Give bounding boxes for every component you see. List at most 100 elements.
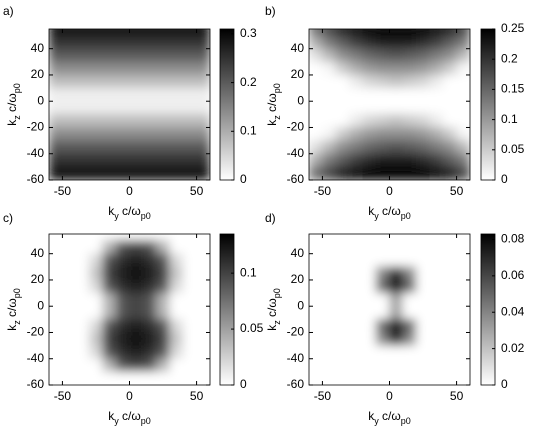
heatmap-cell [402,319,417,333]
heatmap-cell [142,153,157,168]
heatmap-cell [402,305,417,320]
y-tick-label: 0 [37,93,44,107]
heatmap-cell [402,240,417,254]
heatmap-cell [129,29,144,36]
heatmap-cell [309,140,323,155]
heatmap-cell [309,319,323,333]
heatmap-cell [442,319,457,333]
heatmap-cell [196,100,210,115]
heatmap-cell [156,371,171,385]
heatmap-cell [429,153,444,168]
heatmap-cell [142,234,157,241]
heatmap-cell [88,140,103,155]
heatmap-cell [156,266,171,281]
heatmap-cell [416,74,431,89]
heatmap-cell [115,48,130,63]
heatmap-cell [402,100,417,115]
heatmap-cell [362,279,377,294]
colorbar-tick-label: 0.1 [501,112,518,126]
heatmap-cell [88,266,103,281]
heatmap [49,234,210,385]
heatmap-cell [196,234,210,241]
heatmap-cell [75,35,90,49]
heatmap-cell [156,279,171,294]
heatmap-cell [156,240,171,254]
heatmap-cell [362,29,377,36]
heatmap-cell [88,371,103,385]
heatmap-cell [169,279,184,294]
colorbar [480,233,496,386]
heatmap-cell [62,266,77,281]
heatmap-cell [442,100,457,115]
heatmap-cell [196,35,210,49]
heatmap-cell [142,166,157,180]
heatmap-cell [142,345,157,360]
heatmap-cell [348,153,363,168]
heatmap-cell [142,266,157,281]
heatmap-cell [49,279,63,294]
heatmap-cell [335,29,350,36]
heatmap-cell [442,127,457,141]
heatmap-cell [416,153,431,168]
heatmap-cell [75,240,90,254]
heatmap-cell [375,100,390,115]
heatmap-cell [335,371,350,385]
heatmap-cell [156,234,171,241]
colorbar-tick-label: 0.08 [501,232,525,246]
heatmap-cell [156,319,171,333]
heatmap-cell [169,127,184,141]
heatmap-cell [169,319,184,333]
heatmap-cell [416,292,431,307]
heatmap-cell [402,166,417,180]
heatmap-cell [75,29,90,36]
axis-label: kz c/ωp0 [5,83,22,126]
heatmap-cell [335,305,350,320]
heatmap-cell [362,266,377,281]
heatmap-cell [115,29,130,36]
heatmap-cell [142,319,157,333]
heatmap-cell [309,114,323,128]
heatmap-cell [142,48,157,63]
heatmap-cell [402,234,417,241]
heatmap-cell [456,61,470,76]
heatmap-cell [102,114,117,128]
heatmap-cell [196,345,210,360]
heatmap-cell [416,358,431,373]
heatmap-cell [362,305,377,320]
heatmap-cell [335,127,350,141]
heatmap-cell [75,48,90,63]
y-tick-label: 0 [297,93,304,107]
heatmap-cell [442,153,457,168]
heatmap-cell [309,345,323,360]
colorbar-tick-label: 0.05 [501,142,525,156]
colorbar [219,233,235,386]
heatmap-cell [309,48,323,63]
heatmap-cell [196,332,210,346]
y-tick-label: -60 [287,172,305,186]
colorbar-tick-label: 0.04 [501,304,525,318]
heatmap-cell [182,371,197,385]
heatmap [49,29,210,180]
heatmap-cell [142,279,157,294]
heatmap-cell [335,87,350,102]
heatmap-cell [182,319,197,333]
x-tick-label: 50 [190,184,204,198]
heatmap-cell [402,61,417,76]
heatmap-cell [456,266,470,281]
heatmap-cell [402,74,417,89]
colorbar-tick-label: 0.06 [501,268,525,282]
heatmap-cell [389,279,404,294]
heatmap-cell [102,166,117,180]
heatmap-cell [362,100,377,115]
heatmap-cell [322,371,337,385]
heatmap-cell [402,371,417,385]
heatmap-cell [129,153,144,168]
heatmap-cell [416,234,431,241]
heatmap-cell [62,166,77,180]
heatmap-cell [129,358,144,373]
heatmap-cell [49,127,63,141]
heatmap-cell [182,240,197,254]
heatmap-cell [416,87,431,102]
heatmap-cell [62,240,77,254]
heatmap-cell [196,371,210,385]
